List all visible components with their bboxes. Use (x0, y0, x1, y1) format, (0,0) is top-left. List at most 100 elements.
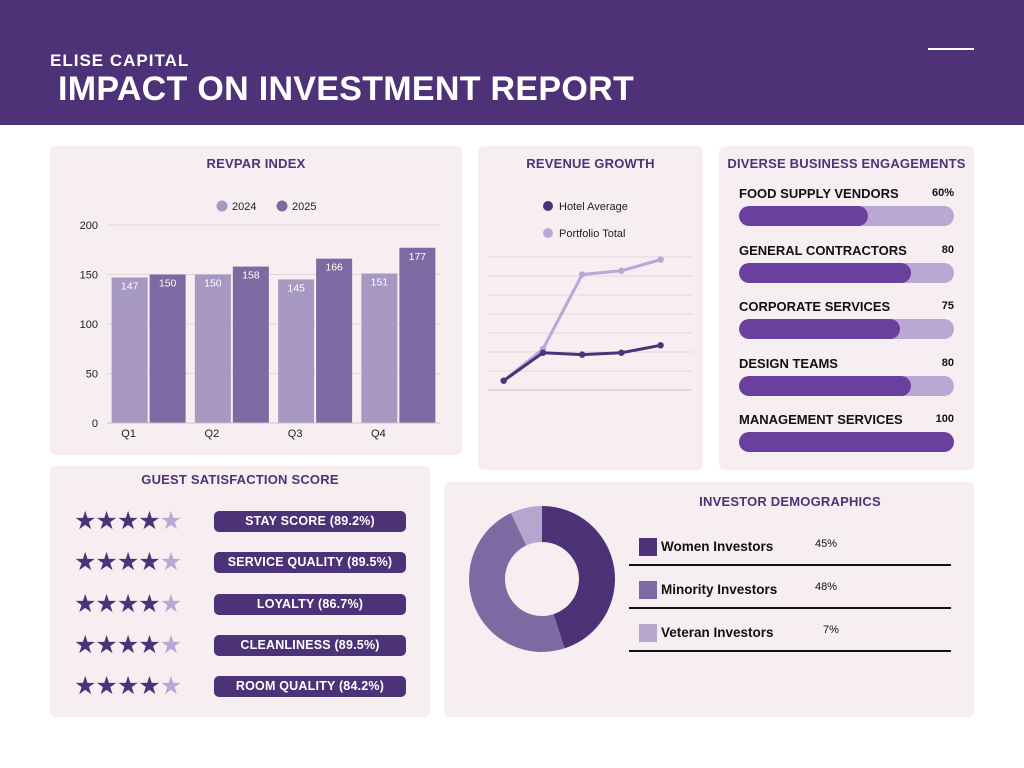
revpar-bar-2025 (149, 274, 186, 423)
engagement-label: MANAGEMENT SERVICES (739, 412, 903, 427)
revpar-ytick-label: 0 (92, 418, 98, 430)
star-filled-icon: ★ (116, 548, 139, 577)
revpar-card: REVPAR INDEX 0 50 100 150 200 147 150 Q1 150 158 Q… (50, 146, 462, 455)
revpar-data-label: 177 (409, 251, 427, 263)
satisfaction-score-label: CLEANLINESS (89.5%) (214, 634, 406, 656)
star-filled-icon: ★ (95, 507, 117, 535)
star-filled-icon: ★ (74, 548, 96, 577)
revenue-point (539, 349, 547, 356)
star-filled-icon: ★ (95, 672, 117, 701)
report-header: ELISE CAPITAL IMPACT ON INVESTMENT REPOR… (0, 0, 1024, 125)
star-empty-icon: ★ (159, 507, 182, 535)
star-empty-icon: ★ (159, 630, 182, 659)
demographic-legend-row: Veteran Investors 7% (629, 610, 951, 652)
demographic-name: Women Investors (661, 539, 774, 554)
revpar-data-label: 145 (287, 282, 305, 294)
revpar-bar-2024 (111, 277, 148, 423)
star-filled-icon: ★ (116, 507, 139, 535)
legend-swatch-portfolio-total (543, 228, 553, 238)
revpar-title: REVPAR INDEX (206, 156, 306, 171)
star-empty-icon: ★ (159, 672, 182, 701)
revpar-ytick-label: 150 (80, 270, 98, 282)
revenue-point (578, 351, 586, 358)
revenue-title: REVENUE GROWTH (526, 156, 655, 171)
revpar-data-label: 158 (242, 270, 260, 282)
revpar-bar-2025 (316, 258, 353, 423)
engagement-value: 80 (941, 356, 954, 369)
engagement-value: 75 (941, 300, 954, 312)
engagement-value: 80 (941, 243, 954, 256)
engagements-title: DIVERSE BUSINESS ENGAGEMENTS (727, 156, 966, 171)
engagement-value: 60% (931, 187, 954, 199)
demographic-legend-row: Minority Investors 48% (629, 567, 951, 609)
revpar-data-label: 150 (204, 278, 222, 290)
star-filled-icon: ★ (138, 548, 160, 577)
revenue-point (500, 377, 507, 384)
engagement-label: FOOD SUPPLY VENDORS (739, 186, 899, 201)
legend-swatch (639, 624, 657, 642)
star-rating: ★★★★★ (74, 548, 182, 577)
revpar-bar-2024 (278, 279, 315, 423)
legend-swatch-2024 (216, 200, 228, 212)
engagement-progress-fill (739, 262, 911, 283)
revpar-xtick-label: Q2 (205, 428, 220, 440)
engagement-progress-fill (739, 206, 868, 226)
engagement-progress-track (739, 262, 954, 283)
demographic-name: Minority Investors (661, 582, 778, 597)
revpar-bar-2025 (399, 247, 436, 423)
revenue-point (618, 349, 625, 356)
legend-swatch-hotel-average (543, 201, 553, 211)
star-filled-icon: ★ (116, 630, 139, 659)
revpar-data-label: 150 (159, 278, 177, 290)
revpar-legend-label: 2025 (292, 201, 316, 213)
satisfaction-score-label: ROOM QUALITY (84.2%) (214, 676, 406, 698)
revpar-bar-2024 (194, 274, 231, 423)
revpar-bar-2024 (361, 273, 398, 423)
star-filled-icon: ★ (138, 589, 160, 618)
revenue-point (578, 271, 586, 278)
revenue-point (657, 256, 664, 263)
revenue-point (618, 267, 625, 274)
revenue-legend-label: Hotel Average (559, 201, 628, 213)
revenue-legend-label: Portfolio Total (559, 228, 625, 240)
donut-slice-women-investors (542, 506, 615, 649)
star-filled-icon: ★ (74, 672, 96, 701)
demographic-name: Veteran Investors (661, 625, 774, 640)
donut-slice-minority-investors (469, 512, 565, 652)
engagement-label: GENERAL CONTRACTORS (739, 242, 907, 258)
engagement-value: 100 (935, 413, 954, 425)
star-filled-icon: ★ (95, 548, 117, 577)
star-filled-icon: ★ (95, 630, 117, 659)
star-filled-icon: ★ (138, 672, 160, 701)
page-title: IMPACT ON INVESTMENT REPORT (58, 70, 635, 108)
engagement-progress-track (739, 432, 954, 452)
legend-swatch-2025 (276, 200, 288, 212)
satisfaction-score-label: LOYALTY (86.7%) (214, 593, 406, 615)
star-rating: ★★★★★ (74, 589, 182, 618)
revpar-legend-label: 2024 (232, 201, 256, 213)
demographic-percent: 7% (823, 624, 839, 636)
brand-name: ELISE CAPITAL (50, 51, 190, 70)
satisfaction-title: GUEST SATISFACTION SCORE (141, 472, 339, 487)
demographics-title: INVESTOR DEMOGRAPHICS (699, 494, 881, 509)
star-filled-icon: ★ (138, 507, 160, 535)
revenue-point (657, 342, 664, 349)
demographics-donut-chart (469, 506, 615, 652)
star-filled-icon: ★ (116, 672, 139, 701)
revenue-card: REVENUE GROWTH Hotel Average Portfolio To… (478, 146, 703, 470)
demographic-percent: 45% (815, 538, 838, 550)
menu-line-icon[interactable] (928, 48, 974, 50)
revenue-line-chart: Hotel Average Portfolio Total (488, 201, 692, 391)
star-rating: ★★★★★ (74, 672, 182, 701)
legend-swatch (639, 538, 657, 556)
star-filled-icon: ★ (116, 589, 139, 618)
engagement-progress-fill (739, 375, 911, 396)
star-filled-icon: ★ (74, 630, 96, 659)
star-empty-icon: ★ (159, 548, 182, 577)
legend-swatch (639, 581, 657, 599)
engagement-progress-fill (739, 319, 901, 339)
engagement-progress-track (739, 319, 954, 339)
star-filled-icon: ★ (138, 630, 160, 659)
revenue-line-hotel-average (502, 343, 661, 382)
satisfaction-score-label: SERVICE QUALITY (89.5%) (214, 552, 406, 574)
